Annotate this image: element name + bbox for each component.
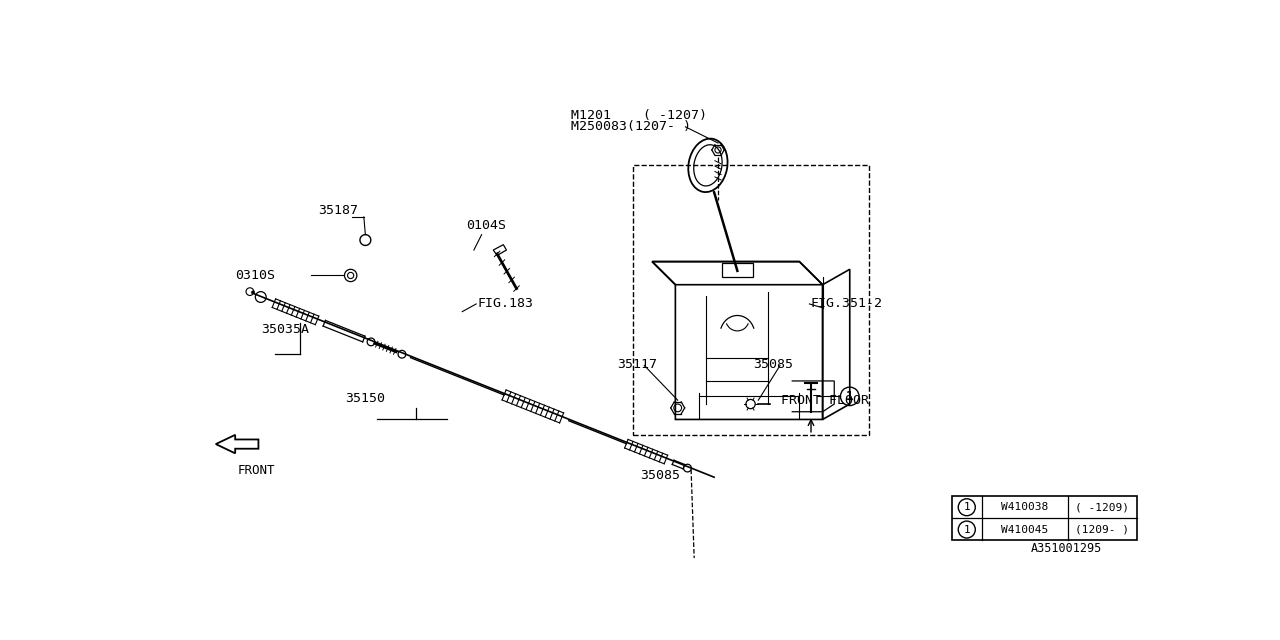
Text: 1: 1 (964, 525, 970, 534)
Text: 35035A: 35035A (261, 323, 308, 336)
Text: 35187: 35187 (319, 204, 358, 217)
Text: (1209- ): (1209- ) (1075, 525, 1129, 534)
Text: 0310S: 0310S (234, 269, 275, 282)
Text: M250083(1207- ): M250083(1207- ) (571, 120, 691, 133)
Text: FRONT: FRONT (238, 464, 275, 477)
Text: 1: 1 (846, 390, 854, 403)
Text: 35117: 35117 (617, 358, 657, 371)
Bar (952, 495, 1137, 540)
Text: 35085: 35085 (640, 469, 680, 482)
Text: 1: 1 (964, 502, 970, 512)
Text: 35150: 35150 (346, 392, 385, 405)
Text: FIG.351-2: FIG.351-2 (812, 298, 883, 310)
Text: 35085: 35085 (753, 358, 792, 371)
Text: M1201    ( -1207): M1201 ( -1207) (571, 109, 707, 122)
Text: FIG.183: FIG.183 (477, 298, 534, 310)
Text: ( -1209): ( -1209) (1075, 502, 1129, 512)
Text: FRONT FLOOR: FRONT FLOOR (781, 394, 869, 406)
Text: A351001295: A351001295 (1032, 541, 1102, 554)
Text: W410038: W410038 (1001, 502, 1048, 512)
Text: 0104S: 0104S (466, 220, 506, 232)
Text: W410045: W410045 (1001, 525, 1048, 534)
Circle shape (251, 291, 255, 294)
